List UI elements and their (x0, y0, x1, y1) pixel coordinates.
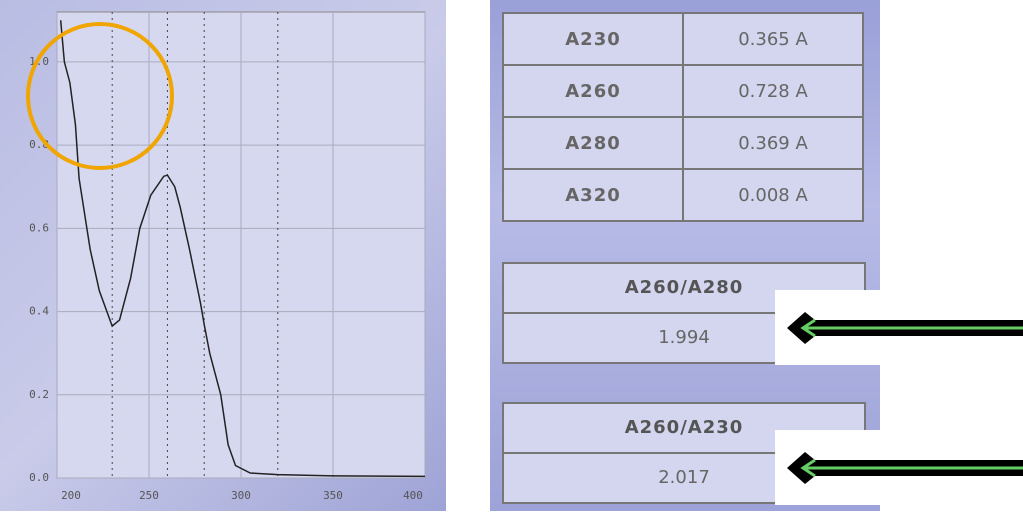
x-tick-label: 400 (403, 489, 423, 502)
x-tick-label: 200 (61, 489, 81, 502)
arrow (775, 430, 1023, 505)
y-tick-label: 0.4 (29, 305, 49, 318)
y-tick-label: 0.6 (29, 221, 49, 234)
arrow-box (775, 430, 1023, 505)
arrow (775, 290, 1023, 365)
page: {"chart_data": {"type": "line", "x": [20… (0, 0, 1023, 511)
arrow-box (775, 290, 1023, 365)
y-tick-label: 0.0 (29, 471, 49, 484)
wavelength-label: A260 (503, 65, 683, 117)
absorbance-value: 0.728 A (683, 65, 863, 117)
absorbance-value: 0.365 A (683, 13, 863, 65)
absorbance-value: 0.369 A (683, 117, 863, 169)
wavelength-label: A280 (503, 117, 683, 169)
wavelength-label: A320 (503, 169, 683, 221)
wavelength-label: A230 (503, 13, 683, 65)
x-tick-label: 250 (139, 489, 159, 502)
absorbance-value: 0.008 A (683, 169, 863, 221)
x-tick-label: 350 (323, 489, 343, 502)
y-tick-label: 0.2 (29, 388, 49, 401)
x-tick-label: 300 (231, 489, 251, 502)
